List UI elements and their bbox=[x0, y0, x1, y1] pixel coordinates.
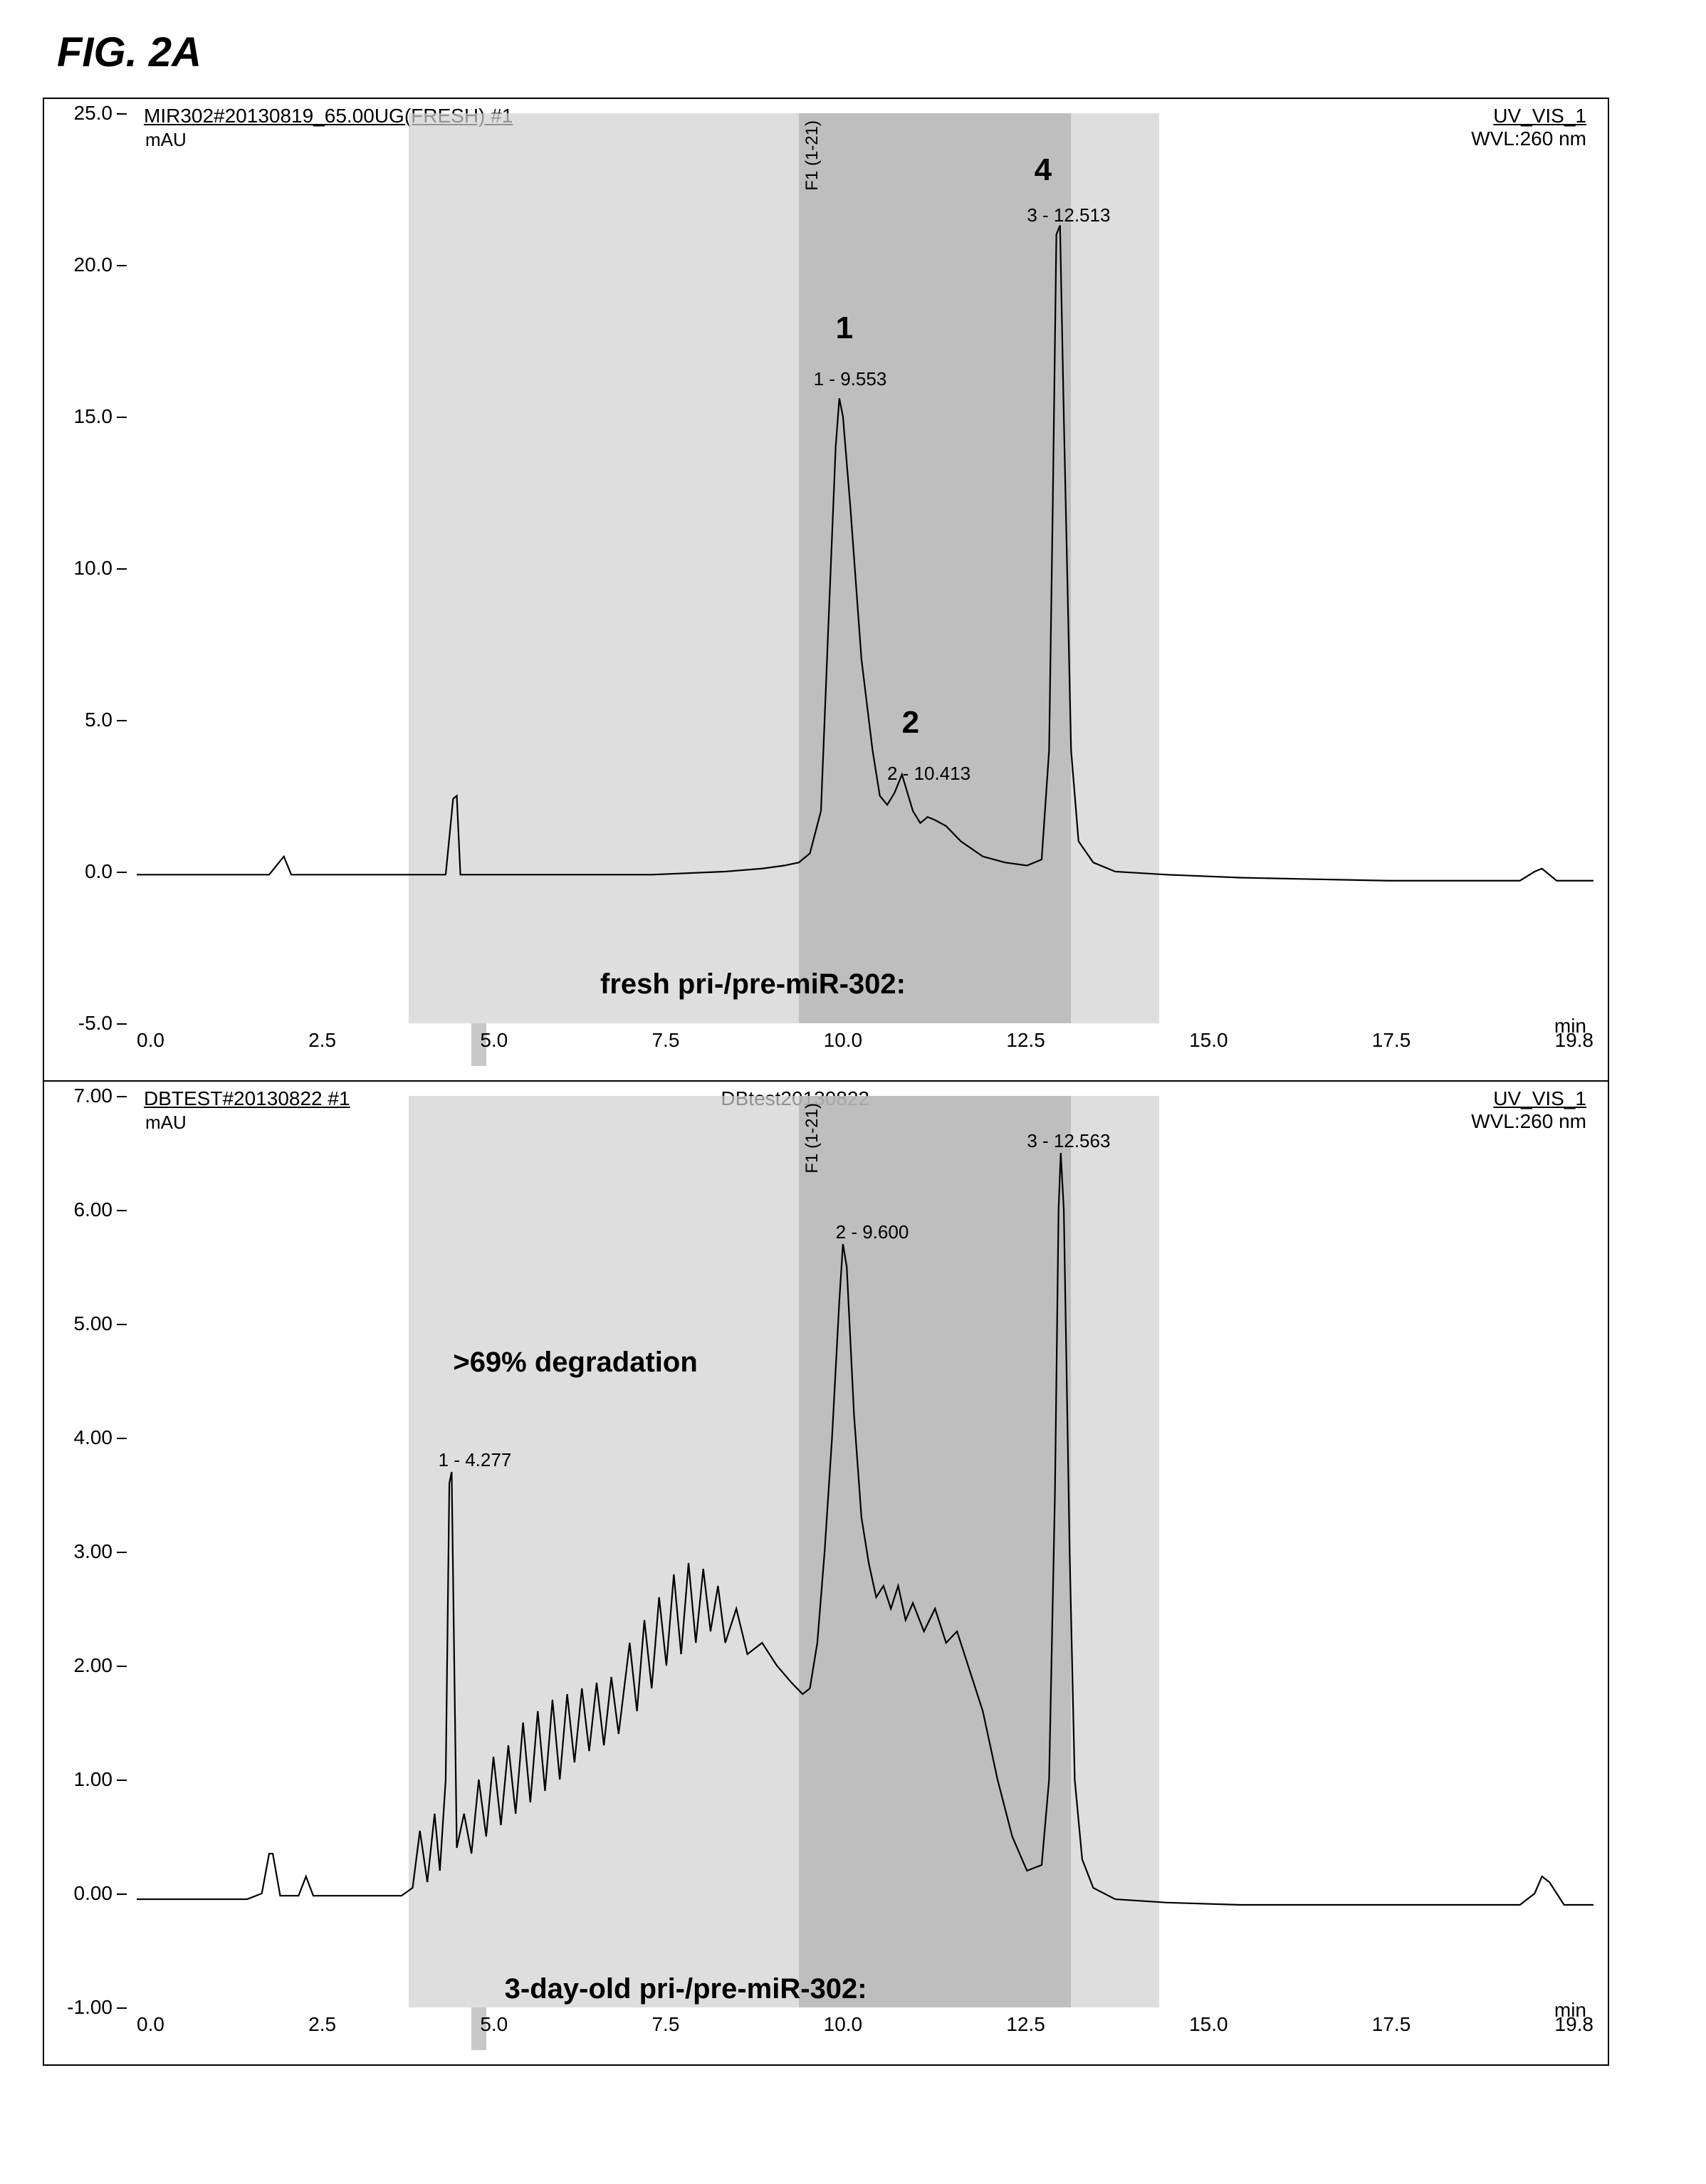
plot-area: F1 (1-21) 1 - 9.553 2 - 10.413 3 - 12.513 1 2… bbox=[137, 113, 1594, 1023]
y-tick: 0.00 bbox=[74, 1882, 113, 1905]
x-tick: 19.8 bbox=[1555, 2013, 1594, 2036]
x-tick: 5.0 bbox=[480, 2013, 508, 2036]
x-tick: 0.0 bbox=[137, 2013, 164, 2036]
peak-label-0: 1 - 4.277 bbox=[439, 1449, 512, 1471]
x-tick: 10.0 bbox=[824, 1029, 863, 1052]
plot-area: F1 (1-21) 1 - 4.277 2 - 9.600 3 - 12.563 >69… bbox=[137, 1096, 1594, 2007]
panel-3day: DBTEST#20130822 #1DBtest20130822UV_VIS_1… bbox=[44, 1082, 1608, 2064]
x-axis: 0.0 2.5 5.0 7.5 10.0 12.5 15.0 17.5 19.8 bbox=[137, 2013, 1594, 2036]
y-tick: -5.0 bbox=[78, 1012, 112, 1035]
x-tick: 10.0 bbox=[824, 2013, 863, 2036]
x-tick: 5.0 bbox=[480, 1029, 508, 1052]
peak-number-2: 4 bbox=[1035, 152, 1052, 188]
y-tick: 7.00 bbox=[74, 1085, 113, 1107]
x-axis: 0.0 2.5 5.0 7.5 10.0 12.5 15.0 17.5 19.8 bbox=[137, 1029, 1594, 1052]
y-tick: 10.0 bbox=[74, 557, 113, 580]
y-tick: 3.00 bbox=[74, 1540, 113, 1563]
y-tick: 6.00 bbox=[74, 1198, 113, 1221]
y-tick: 15.0 bbox=[74, 405, 113, 428]
y-tick: 20.0 bbox=[74, 254, 113, 276]
peak-label-1: 2 - 9.600 bbox=[836, 1221, 909, 1243]
x-tick: 7.5 bbox=[651, 1029, 679, 1052]
peak-number-1: 2 bbox=[902, 705, 919, 741]
panel-caption: 3-day-old pri-/pre-miR-302: bbox=[505, 1973, 867, 2005]
degradation-label: >69% degradation bbox=[453, 1347, 697, 1379]
y-tick: 5.0 bbox=[85, 709, 112, 731]
fraction-label: F1 (1-21) bbox=[802, 120, 822, 191]
y-tick: 5.00 bbox=[74, 1312, 113, 1335]
y-tick: 4.00 bbox=[74, 1426, 113, 1449]
y-tick: 0.0 bbox=[85, 860, 112, 883]
chromatogram-trace bbox=[137, 113, 1594, 1023]
y-tick: -1.00 bbox=[67, 1996, 112, 2019]
x-tick: 17.5 bbox=[1372, 1029, 1411, 1052]
y-tick: 25.0 bbox=[74, 102, 113, 125]
x-tick: 15.0 bbox=[1189, 2013, 1228, 2036]
x-tick: 19.8 bbox=[1555, 1029, 1594, 1052]
panel-fresh: MIR302#20130819_65.00UG(FRESH) #1UV_VIS_… bbox=[44, 99, 1608, 1082]
x-tick: 7.5 bbox=[651, 2013, 679, 2036]
x-tick: 17.5 bbox=[1372, 2013, 1411, 2036]
chromatogram-panels: MIR302#20130819_65.00UG(FRESH) #1UV_VIS_… bbox=[43, 98, 1609, 2066]
y-tick: 1.00 bbox=[74, 1768, 113, 1791]
x-tick: 12.5 bbox=[1006, 1029, 1045, 1052]
panel-caption: fresh pri-/pre-miR-302: bbox=[600, 968, 906, 1000]
figure-title: FIG. 2A bbox=[57, 28, 1663, 76]
fraction-label: F1 (1-21) bbox=[802, 1103, 822, 1174]
y-axis: -5.00.05.010.015.020.025.0 bbox=[44, 113, 130, 1023]
x-tick: 0.0 bbox=[137, 1029, 164, 1052]
peak-label-2: 3 - 12.563 bbox=[1027, 1130, 1110, 1152]
x-tick: 2.5 bbox=[308, 2013, 336, 2036]
x-tick: 15.0 bbox=[1189, 1029, 1228, 1052]
peak-label-0: 1 - 9.553 bbox=[814, 368, 887, 390]
peak-label-2: 3 - 12.513 bbox=[1027, 204, 1110, 226]
x-tick: 2.5 bbox=[308, 1029, 336, 1052]
y-axis: -1.000.001.002.003.004.005.006.007.00 bbox=[44, 1096, 130, 2007]
x-tick: 12.5 bbox=[1006, 2013, 1045, 2036]
peak-number-0: 1 bbox=[836, 310, 853, 346]
peak-label-1: 2 - 10.413 bbox=[887, 763, 970, 785]
y-tick: 2.00 bbox=[74, 1654, 113, 1677]
